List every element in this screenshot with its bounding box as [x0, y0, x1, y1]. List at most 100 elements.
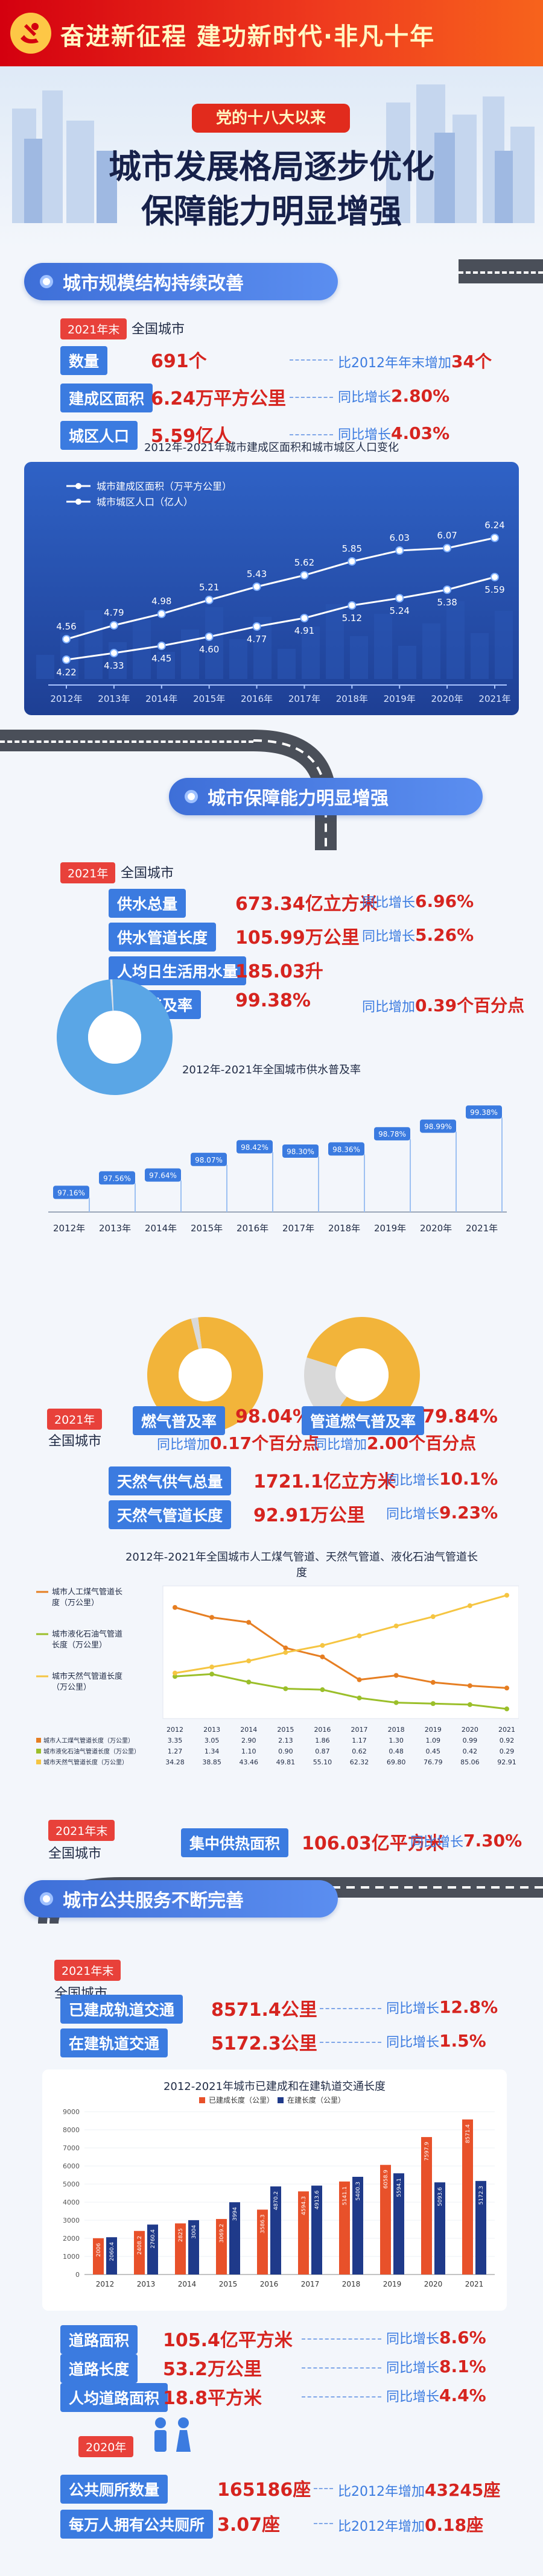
data-label: 98.78% [378, 1130, 406, 1138]
legend-label: （万公里） [52, 1683, 91, 1692]
x-tick-label: 2018 [342, 2280, 361, 2288]
bar-label-box [237, 1140, 273, 1154]
stat-value: 18.8平方米 [163, 2388, 262, 2409]
table-cell: 0.42 [463, 1747, 478, 1755]
stat-compare: 同比增长1.5% [386, 2031, 486, 2051]
chart-water-title: 2012年-2021年全国城市供水普及率 [182, 1064, 361, 1076]
stat-compare-value: 2.80% [391, 386, 450, 406]
data-label: 4594.3 [301, 2196, 307, 2215]
x-tick-label: 2019年 [384, 693, 416, 704]
bar-label-box [466, 1105, 502, 1119]
stat-row: 供水总量 673.34亿立方米 同比增长6.96% [0, 886, 543, 918]
road-decoration [0, 730, 253, 751]
data-label: 5.62 [294, 557, 314, 568]
hero-title-line2: 保障能力明显增强 [141, 192, 402, 230]
data-label: 99.38% [470, 1108, 498, 1117]
stat-value: 5.59亿人 [151, 426, 232, 447]
stat-row: 数量 691个 比2012年年末增加34个 [0, 344, 543, 375]
data-point [173, 1674, 177, 1679]
table-row-label: 城市天然气管道长度（万公里） [43, 1758, 128, 1766]
table-header: 2021 [498, 1726, 515, 1734]
table-cell: 0.99 [463, 1737, 478, 1744]
table-cell: 2.90 [241, 1737, 256, 1744]
stat-compare: 同比增长2.80% [338, 386, 449, 406]
stat-compare-value: 0.39个百分点 [415, 996, 525, 1015]
road-decoration [459, 259, 543, 283]
data-point [348, 601, 357, 610]
stat-row: 人均道路面积 18.8平方米 同比增长4.4% [0, 2381, 543, 2412]
table-cell: 92.91 [497, 1758, 516, 1766]
stat-compare-value: 1.5% [439, 2031, 486, 2051]
stat-row: 人均日生活用水量 185.03升 [0, 954, 543, 985]
stat-row: 天然气管道长度 92.91万公里 同比增长9.23% [0, 1498, 543, 1529]
data-label: 5.24 [390, 605, 410, 616]
hero-tag: 党的十八大以来 [192, 104, 350, 133]
stat-label: 集中供热面积 [181, 1828, 289, 1857]
dashed-divider [320, 2008, 381, 2009]
table-cell: 69.80 [387, 1758, 406, 1766]
table-header: 2020 [462, 1726, 478, 1734]
data-point [467, 1603, 472, 1608]
stat-compare: 同比增长12.8% [386, 1997, 498, 2017]
bar-label-box [328, 1142, 364, 1156]
data-label: 5.21 [199, 582, 219, 593]
stat-row: 每万人拥有公共厕所 3.07座 比2012年增加0.18座 [0, 2507, 543, 2539]
series-line [66, 537, 495, 640]
data-point [357, 1633, 362, 1638]
stat-compare-value: 10.1% [439, 1469, 498, 1489]
data-point [252, 622, 261, 631]
table-cell: 38.85 [202, 1758, 221, 1766]
legend-label: 城市液化石油气管道 [52, 1629, 122, 1639]
x-tick-label: 2020年 [420, 1223, 452, 1234]
pie-slice [56, 979, 173, 1095]
chart1-svg: 2012年 2013年 2014年 2015年 2016年 2017年 2018年 2019年… [36, 481, 513, 704]
legend-label: 已建成长度（公里） [209, 2095, 274, 2104]
data-label: 2060.4 [109, 2242, 115, 2261]
section1-header: 城市规模结构持续改善 [24, 263, 338, 300]
data-point [491, 534, 499, 542]
bar [339, 2181, 350, 2275]
stat-label: 公共厕所数量 [60, 2475, 168, 2504]
y-tick-label: 1000 [63, 2253, 80, 2261]
table-cell: 76.79 [424, 1758, 443, 1766]
data-label: 5.12 [342, 613, 362, 623]
stat-label: 燃气普及率 [133, 1406, 226, 1435]
table-cell: 85.06 [460, 1758, 480, 1766]
legend-label: 城市建成区面积（万平方公里） [97, 481, 232, 492]
data-label: 98.36% [332, 1145, 360, 1154]
skyline-building [229, 639, 247, 679]
section2-year: 2021年 [60, 862, 116, 883]
bar [175, 2223, 186, 2275]
dashed-divider [404, 1842, 405, 1843]
series-line [174, 1606, 507, 1689]
data-label: 2006 [96, 2243, 102, 2257]
stat-compare-value: 43245座 [425, 2480, 501, 2500]
data-label: 4.22 [56, 667, 76, 678]
bar-label-box [420, 1119, 456, 1133]
data-point [430, 1680, 436, 1685]
bar [352, 2176, 363, 2275]
data-point [504, 1593, 509, 1598]
stat-compare-value: 34个 [451, 352, 492, 371]
stat-value: 99.38% [235, 990, 311, 1011]
legend-label: 在建长度（公里） [287, 2095, 345, 2104]
stat-compare-text: 同比增长 [386, 2332, 440, 2347]
table-header: 2014 [240, 1726, 257, 1734]
stat-compare-value: 6.96% [415, 891, 474, 911]
bar-label-box [191, 1152, 227, 1166]
data-label: 2825 [178, 2228, 184, 2242]
stat-compare: 比2012年增加0.18座 [338, 2512, 483, 2536]
legend-swatch [278, 2097, 284, 2103]
stat-compare-text: 同比增长 [386, 1473, 440, 1488]
stat-value: 165186座 [217, 2480, 311, 2501]
stat-compare-text: 比2012年增加 [338, 2484, 425, 2499]
section2-header: 城市保障能力明显增强 [169, 778, 483, 815]
gas-coverage-pie [147, 1317, 263, 1433]
stat-compare-text: 同比增加 [314, 1438, 367, 1453]
stat-compare-value: 12.8% [439, 1997, 498, 2017]
water-coverage-pie [56, 979, 173, 1095]
legend-label: 城市天然气管道长度 [52, 1672, 122, 1681]
stat-row: 公共厕所数量 165186座 比2012年增加43245座 [0, 2472, 543, 2504]
stat-compare: 同比增长8.6% [386, 2328, 486, 2347]
stat-compare-text: 同比增加 [362, 1000, 416, 1015]
